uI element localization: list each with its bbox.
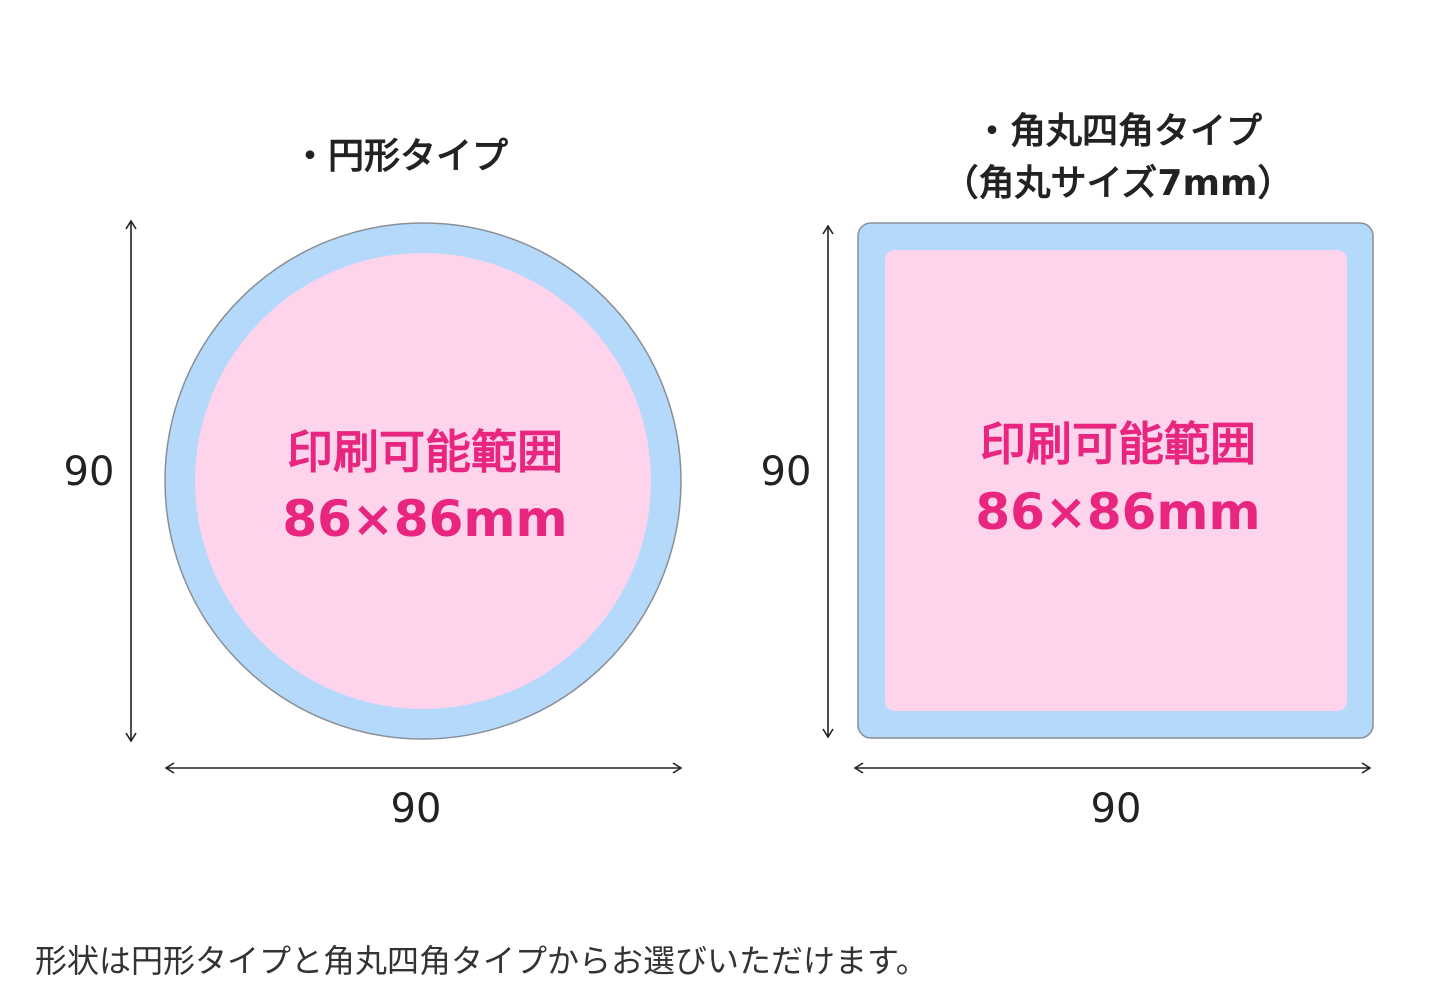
square-width-label: 90 [1091, 786, 1142, 832]
circle-title: ・円形タイプ [292, 136, 508, 177]
circle-size-label: 86×86mm [282, 490, 567, 548]
square-printable-area [885, 250, 1347, 711]
circle-height-label: 90 [64, 449, 115, 495]
square-title-line1: ・角丸四角タイプ [974, 111, 1262, 152]
circle-area-label: 印刷可能範囲 [287, 425, 563, 479]
circle-width-label: 90 [391, 786, 442, 832]
footer-note: 形状は円形タイプと角丸四角タイプからお選びいただけます。 [35, 942, 928, 980]
square-title-line2: （角丸サイズ7mm） [943, 162, 1294, 204]
square-height-label: 90 [761, 449, 812, 495]
square-area-label: 印刷可能範囲 [980, 417, 1256, 471]
square-size-label: 86×86mm [975, 483, 1260, 541]
circle-printable-area [195, 253, 651, 709]
